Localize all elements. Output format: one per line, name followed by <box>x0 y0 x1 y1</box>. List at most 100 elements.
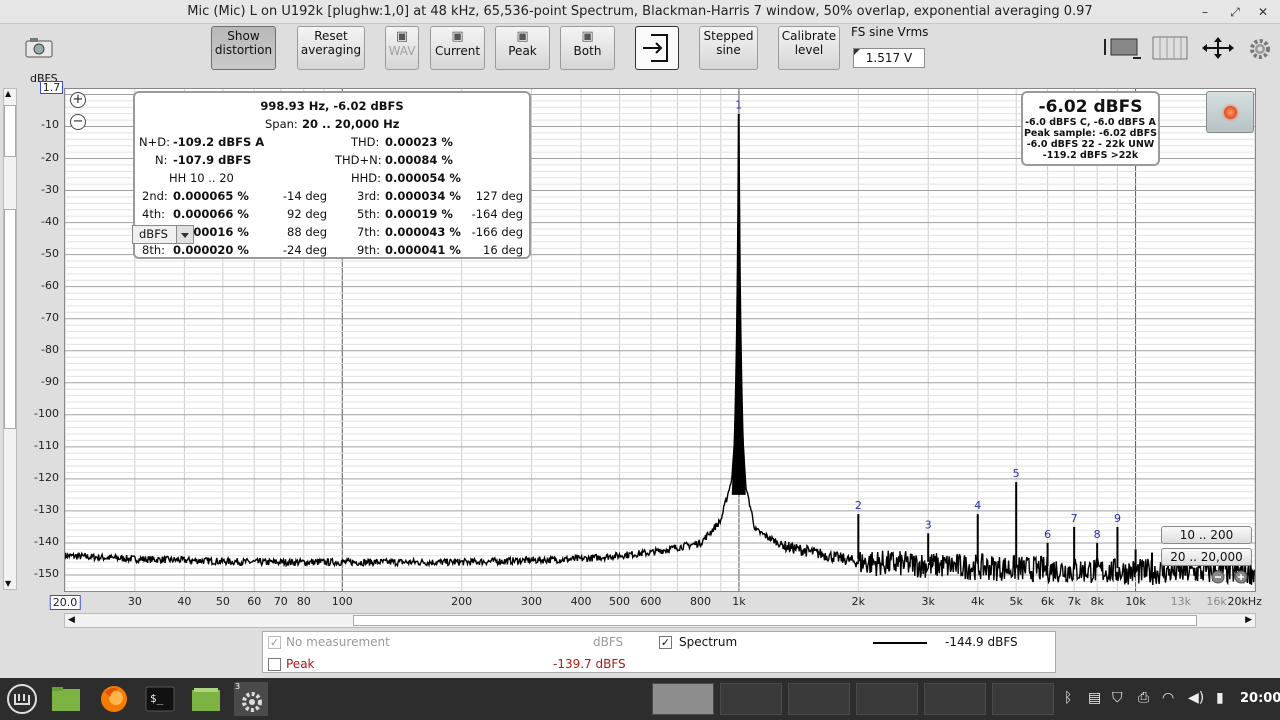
summary-line-2: Peak sample: -6.02 dBFS <box>1023 128 1158 139</box>
range-10-200-button[interactable]: 10 .. 200 <box>1161 526 1252 544</box>
x-tick-label: 20kHz <box>1227 595 1262 608</box>
thdn-label: THD+N: <box>335 153 382 167</box>
rew-app-button[interactable]: 3 <box>234 682 268 716</box>
distortion-panel: 998.93 Hz, -6.02 dBFS Span: 20 .. 20,000… <box>133 91 531 259</box>
wav-label: WAV <box>388 44 416 58</box>
fs-sine-value-field[interactable]: 1.517 V <box>853 48 925 68</box>
harmonic-label: 9th: <box>357 243 380 257</box>
x-tick-label: 300 <box>521 595 543 608</box>
spectrum-label: Spectrum <box>679 635 738 649</box>
x-start-value-field[interactable]: 20.0 <box>49 595 81 610</box>
clock[interactable]: 20:00 <box>1240 691 1280 706</box>
save-peak-button[interactable]: ▣ Peak <box>495 26 550 70</box>
terminal-launcher[interactable]: $_ <box>143 682 177 716</box>
harmonic-marker-label: 6 <box>1044 528 1051 541</box>
vertical-scrollbar[interactable]: ▲ ▼ <box>3 88 17 590</box>
show-distortion-button[interactable]: Show distortion <box>211 26 276 70</box>
bluetooth-icon[interactable]: ᛒ <box>1064 690 1073 706</box>
maximize-button[interactable]: ⤢ <box>1230 5 1240 19</box>
workspace-4[interactable] <box>856 683 918 715</box>
show-distortion-label-2: distortion <box>214 43 273 57</box>
title-bar: Mic (Mic) L on U192k [plughw:1,0] at 48 … <box>0 0 1280 24</box>
save-both-button[interactable]: ▣ Both <box>560 26 615 70</box>
workspace-1[interactable] <box>652 683 714 715</box>
no-measurement-checkbox[interactable]: ✓ <box>268 636 281 649</box>
gear-icon <box>242 692 262 712</box>
harmonic-marker-label: 2 <box>855 499 862 512</box>
spectrum-trace <box>65 166 1255 586</box>
x-tick-label: 13k <box>1170 595 1191 608</box>
workspace-5[interactable] <box>924 683 986 715</box>
x-tick-label: 1k <box>732 595 746 608</box>
scroll-up-icon[interactable]: ▲ <box>5 89 12 98</box>
x-tick-label: 6k <box>1040 595 1055 608</box>
harmonic-value: 0.000066 % <box>173 207 249 221</box>
harmonic-label: 2nd: <box>142 189 168 203</box>
harmonic-marker-label: 3 <box>925 518 932 531</box>
units-select[interactable]: dBFS <box>132 225 194 244</box>
harmonic-phase: 127 deg <box>475 189 523 203</box>
wav-button[interactable]: ▣ WAV <box>385 26 419 70</box>
scroll-left-icon[interactable]: ◀ <box>68 615 75 625</box>
calibrate-label-2: level <box>794 43 824 57</box>
stepped-sine-button[interactable]: Stepped sine <box>699 26 758 70</box>
spectrum-checkbox[interactable]: ✓ <box>659 636 672 649</box>
pan-zoom-button[interactable] <box>1200 36 1236 60</box>
y-top-value-field[interactable]: 1.7 <box>40 81 63 94</box>
range-20-20000-button[interactable]: 20 .. 20,000 <box>1161 548 1252 566</box>
clipboard-icon[interactable]: ▤ <box>1088 690 1102 706</box>
mint-menu-button[interactable] <box>5 682 39 716</box>
scroll-right-icon[interactable]: ▶ <box>1245 615 1252 625</box>
firefox-launcher[interactable] <box>97 682 131 716</box>
workspace-6[interactable] <box>992 683 1054 715</box>
x-tick-label: 100 <box>331 595 353 608</box>
workspace-2[interactable] <box>720 683 782 715</box>
input-select-button[interactable] <box>635 26 679 70</box>
graph-layout-icon <box>1104 38 1141 59</box>
window-title: Mic (Mic) L on U192k [plughw:1,0] at 48 … <box>187 4 1093 19</box>
stepped-label-2: sine <box>716 43 741 57</box>
summary-line-4: -119.2 dBFS >22k <box>1042 150 1139 161</box>
harmonic-marker-label: 1 <box>735 99 742 112</box>
screenshot-camera-button[interactable] <box>24 34 54 60</box>
vertical-scroll-track[interactable] <box>4 209 16 429</box>
layout-graph-button[interactable] <box>1103 36 1141 60</box>
save-current-button[interactable]: ▣ Current <box>430 26 485 70</box>
battery-icon[interactable]: ▮ <box>1216 690 1224 706</box>
y-tick-label: -60 <box>41 278 59 292</box>
thd-value: 0.00023 % <box>385 135 453 149</box>
y-tick-label: -130 <box>34 502 59 516</box>
zoom-in-button[interactable]: + <box>70 92 86 108</box>
nemo-launcher[interactable] <box>189 682 223 716</box>
vertical-scroll-thumb[interactable] <box>4 105 16 157</box>
wifi-icon[interactable]: ◠ <box>1162 690 1175 706</box>
files-launcher[interactable] <box>49 682 83 716</box>
peak-checkbox[interactable] <box>268 658 281 671</box>
harmonic-marker-label: 9 <box>1114 512 1121 525</box>
graph-zoom-controls[interactable] <box>1210 569 1252 585</box>
spectrum-value: -144.9 dBFS <box>945 635 1018 649</box>
peak-label: Peak <box>286 657 315 671</box>
zoom-out-button[interactable]: − <box>70 114 86 130</box>
scroll-down-icon[interactable]: ▼ <box>5 579 12 588</box>
horizontal-scrollbar[interactable]: ◀ ▶ <box>64 613 1256 628</box>
spectrum-swatch <box>873 642 927 644</box>
reset-averaging-button[interactable]: Reset averaging <box>297 26 365 70</box>
y-tick-label: -50 <box>41 246 59 260</box>
record-button[interactable] <box>1206 91 1254 133</box>
harmonic-label: 5th: <box>357 207 380 221</box>
calibrate-level-button[interactable]: Calibrate level <box>778 26 840 70</box>
workspace-3[interactable] <box>788 683 850 715</box>
printer-icon[interactable]: ⎙ <box>1138 690 1150 706</box>
layout-tiles-button[interactable] <box>1152 36 1188 60</box>
show-distortion-label-1: Show <box>227 29 260 43</box>
hh-range-label: HH 10 .. 20 <box>169 171 234 185</box>
horizontal-scroll-thumb[interactable] <box>353 615 1197 626</box>
settings-button[interactable] <box>1248 37 1272 61</box>
shield-icon[interactable]: ⛉ <box>1112 690 1123 706</box>
record-icon <box>1224 106 1237 119</box>
close-button[interactable]: ✕ <box>1257 5 1269 19</box>
minimize-button[interactable]: – <box>1202 5 1208 19</box>
volume-icon[interactable]: ◀) <box>1188 690 1205 706</box>
